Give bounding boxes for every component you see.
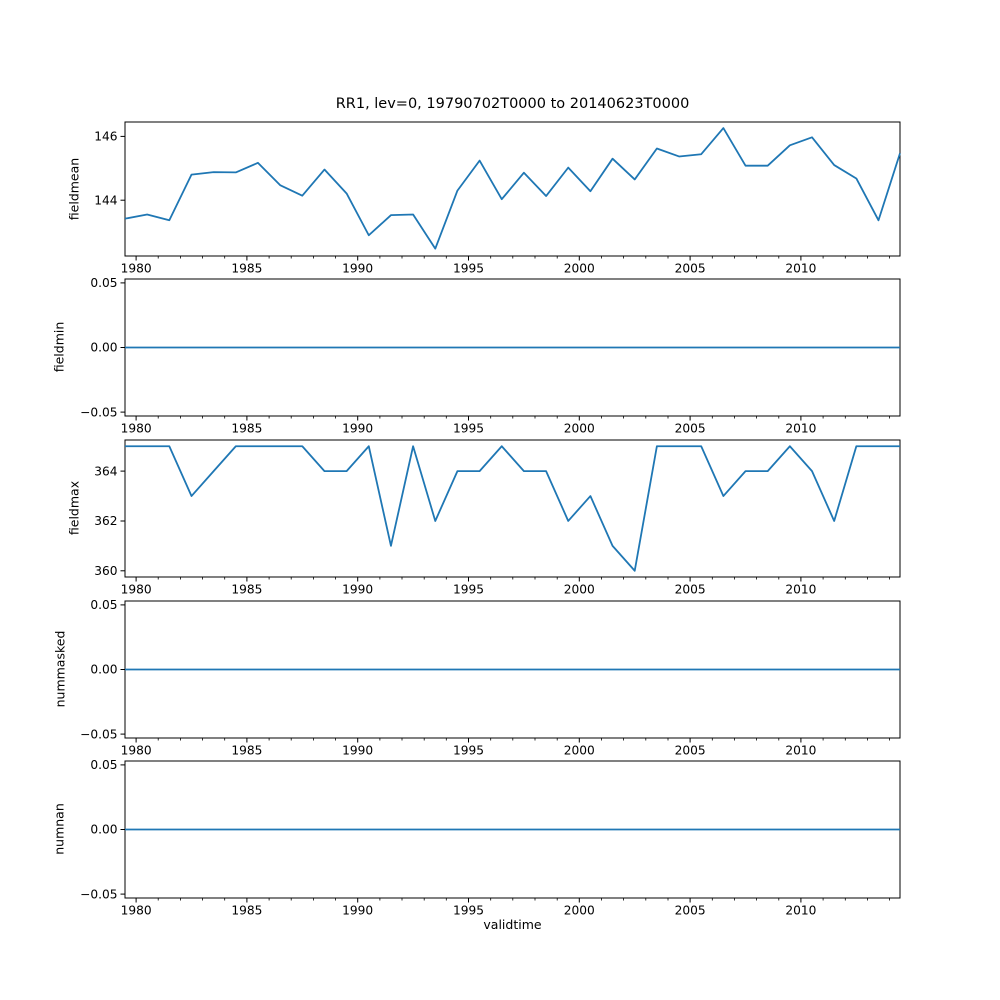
- x-tick-label: 1980: [121, 422, 152, 436]
- plot-line-fieldmax: [125, 445, 900, 572]
- y-tick-label: 144: [94, 193, 118, 207]
- x-axis-label: validtime: [483, 917, 542, 932]
- x-tick-label: 1995: [453, 744, 484, 758]
- x-tick-label: 2000: [564, 583, 595, 597]
- x-tick-label: 1985: [231, 422, 262, 436]
- x-tick-label: 2000: [564, 262, 595, 276]
- y-tick-label: 0.00: [90, 341, 117, 355]
- y-tick-label: 362: [94, 514, 117, 528]
- panel-nummasked: 1980 1985 1990 1995 2000 2005 2010 −0.05 0.00 0.0…: [80, 598, 901, 758]
- y-tick-label: 0.05: [90, 276, 117, 290]
- plot-line-fieldmean: [124, 127, 901, 250]
- x-tick-label: 2010: [785, 422, 816, 436]
- x-tick-label: 2005: [675, 744, 706, 758]
- x-tick-label: 1990: [342, 583, 373, 597]
- panel-fieldmax: 1980 1985 1990 1995 2000 2005 2010 360 362 364: [94, 439, 901, 597]
- x-tick-label: 2000: [564, 744, 595, 758]
- y-tick-label: 0.05: [90, 758, 117, 772]
- y-tick-label: 0.00: [90, 823, 117, 837]
- x-tick-label: 1985: [231, 744, 262, 758]
- x-tick-label: 2000: [564, 904, 595, 918]
- x-tick-label: 2000: [564, 422, 595, 436]
- x-tick-label: 2005: [675, 904, 706, 918]
- x-tick-label: 1995: [453, 262, 484, 276]
- axis-frame: [124, 121, 901, 257]
- x-tick-label: 2005: [675, 422, 706, 436]
- axis-frame: [124, 439, 901, 578]
- x-tick-label: 2005: [675, 583, 706, 597]
- y-tick-label: 146: [94, 130, 117, 144]
- x-tick-label: 1990: [342, 904, 373, 918]
- y-tick-label: 364: [94, 464, 118, 478]
- panel-numnan: 1980 1985 1990 1995 2000 2005 2010 −0.05 0.00 0.0…: [80, 758, 901, 918]
- x-tick-label: 1980: [121, 262, 152, 276]
- panel-fieldmean: 1980 1985 1990 1995 2000 2005 2010 144 146: [94, 121, 901, 276]
- x-tick-label: 1985: [231, 262, 262, 276]
- x-tick-label: 1990: [342, 262, 373, 276]
- x-tick-label: 1985: [231, 904, 262, 918]
- y-tick-label: −0.05: [80, 405, 117, 419]
- x-tick-label: 2010: [785, 904, 816, 918]
- figure-title: RR1, lev=0, 19790702T0000 to 20140623T00…: [335, 96, 690, 112]
- x-tick-label: 2005: [675, 262, 706, 276]
- y-tick-label: −0.05: [80, 727, 117, 741]
- x-tick-label: 2010: [785, 583, 816, 597]
- y-tick-label: −0.05: [80, 887, 117, 901]
- x-tick-label: 1980: [121, 744, 152, 758]
- x-tick-label: 1995: [453, 904, 484, 918]
- x-tick-label: 2010: [785, 744, 816, 758]
- x-tick-label: 1990: [342, 422, 373, 436]
- y-tick-label: 0.05: [90, 598, 117, 612]
- x-tick-label: 1995: [453, 422, 484, 436]
- x-tick-label: 1980: [121, 583, 152, 597]
- x-tick-label: 1990: [342, 744, 373, 758]
- panel-fieldmin: 1980 1985 1990 1995 2000 2005 2010 −0.05 0.00 0.0…: [80, 276, 901, 436]
- y-tick-label: 360: [94, 564, 117, 578]
- x-tick-label: 2010: [785, 262, 816, 276]
- x-tick-label: 1980: [121, 904, 152, 918]
- x-tick-label: 1995: [453, 583, 484, 597]
- y-tick-label: 0.00: [90, 663, 117, 677]
- x-tick-label: 1985: [231, 583, 262, 597]
